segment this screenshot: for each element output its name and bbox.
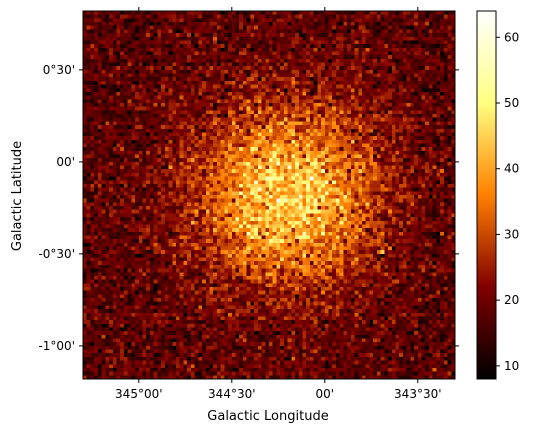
x-tick-label: 343°30' — [394, 387, 441, 401]
y-tick-label: 0°30' — [43, 63, 75, 77]
x-axis-ticks: 345°00' 344°30' 00' 343°30' — [115, 7, 442, 401]
colorbar-ticks: 10 20 30 40 50 60 — [496, 30, 519, 373]
colorbar-tick-label: 10 — [504, 359, 519, 373]
y-axis-ticks: 0°30' 00' -0°30' -1°00' — [38, 63, 459, 353]
x-tick-label: 345°00' — [115, 387, 162, 401]
y-axis-label: Galactic Latitude — [10, 141, 25, 251]
colorbar-tick-label: 20 — [504, 293, 519, 307]
plot-frame — [82, 10, 456, 380]
y-tick-label: -0°30' — [38, 247, 75, 261]
y-tick-label: -1°00' — [38, 339, 75, 353]
x-tick-label: 344°30' — [208, 387, 255, 401]
colorbar-tick-label: 30 — [504, 227, 519, 241]
x-tick-label: 00' — [316, 387, 335, 401]
colorbar: 10 20 30 40 50 60 — [476, 10, 519, 380]
colorbar-tick-label: 60 — [504, 30, 519, 44]
colorbar-tick-label: 50 — [504, 96, 519, 110]
heatmap-raster — [83, 11, 455, 379]
x-axis-label: Galactic Longitude — [207, 409, 328, 424]
heatmap-image — [83, 11, 455, 379]
colorbar-gradient — [476, 10, 497, 380]
y-tick-label: 00' — [56, 155, 75, 169]
colorbar-tick-label: 40 — [504, 162, 519, 176]
